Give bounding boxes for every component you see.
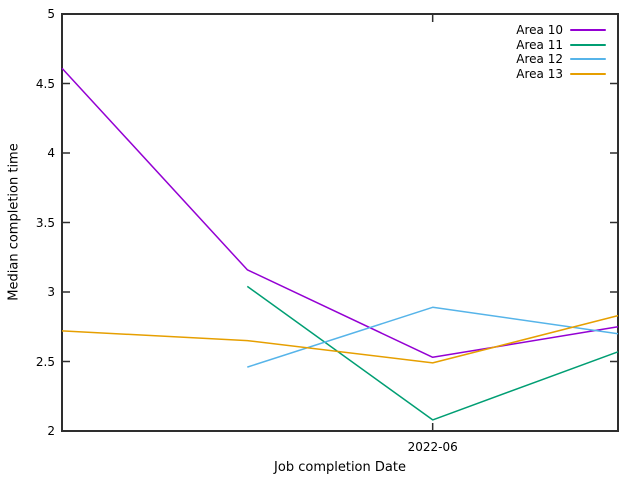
y-tick-label: 3 — [47, 285, 55, 299]
legend-line-sample — [570, 72, 606, 75]
y-tick-label: 5 — [47, 7, 55, 21]
y-tick-label: 2 — [47, 424, 55, 438]
y-tick-label: 2.5 — [35, 354, 55, 369]
legend-label: Area 12 — [516, 52, 563, 66]
series-line-area-12 — [247, 306, 619, 368]
legend: Area 10 Area 11 Area 12 Area 13 — [516, 23, 606, 81]
legend-label: Area 10 — [516, 23, 563, 37]
legend-item-area-12: Area 12 — [516, 52, 606, 66]
y-tick-label: 4 — [47, 146, 55, 160]
legend-item-area-13: Area 13 — [516, 67, 606, 81]
y-tick-label: 3.5 — [35, 215, 55, 230]
x-axis-title: Job completion Date — [274, 460, 406, 475]
series-line-area-11 — [246, 285, 619, 421]
legend-line-sample — [570, 43, 606, 46]
legend-label: Area 13 — [516, 66, 563, 81]
series-line-area-10 — [61, 67, 619, 359]
legend-item-area-10: Area 10 — [516, 23, 606, 37]
x-tick-label: 2022-06 — [407, 440, 458, 454]
legend-line-sample — [570, 29, 606, 31]
legend-label: Area 11 — [516, 37, 563, 52]
legend-item-area-11: Area 11 — [516, 38, 606, 52]
y-tick-label: 4.5 — [35, 76, 55, 91]
series-line-area-13 — [61, 314, 619, 364]
legend-line-sample — [570, 58, 606, 60]
